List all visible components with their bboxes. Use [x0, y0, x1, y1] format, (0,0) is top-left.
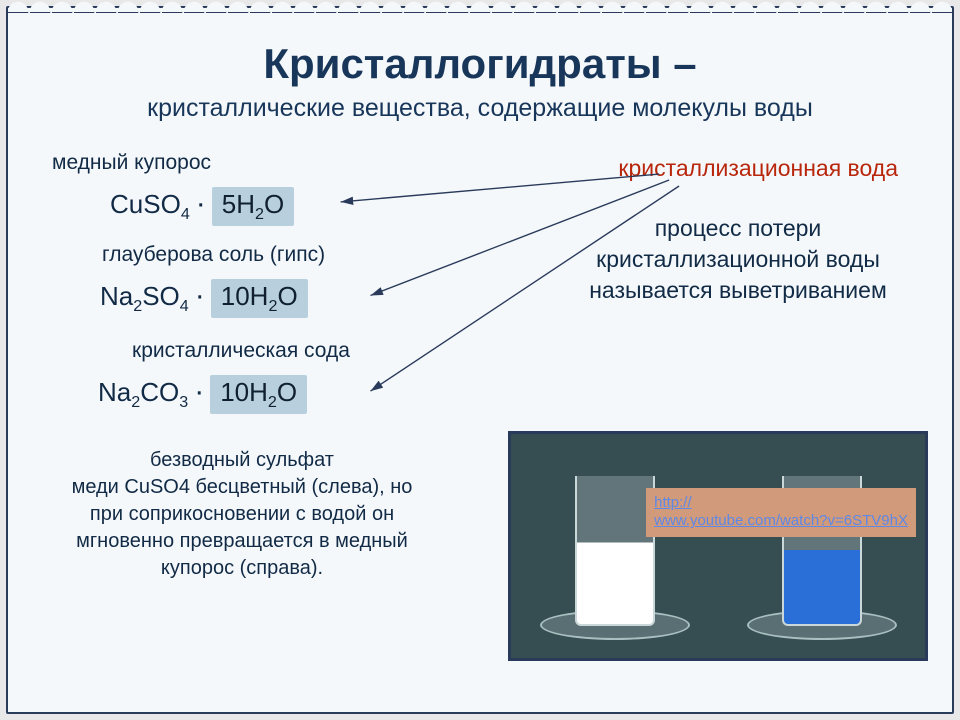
hydrate-2: 10H2O — [211, 279, 308, 318]
beaker-right-panel — [718, 434, 925, 658]
link-line-2: www.youtube.com/watch?v=6STV9hX — [654, 512, 908, 529]
compound-name-2: глауберова соль (гипс) — [102, 243, 325, 267]
formula-3: Na2CO3 · 10H2O — [98, 375, 307, 414]
compound-name-1: медный купорос — [52, 151, 211, 175]
formula-2: Na2SO4 · 10H2O — [100, 279, 308, 318]
description-text: безводный сульфат меди CuSO4 бесцветный … — [32, 447, 452, 582]
formula-base-1: CuSO4 — [110, 189, 190, 224]
beaker-left-panel — [511, 434, 718, 658]
hydrate-3: 10H2O — [210, 375, 307, 414]
process-text: процесс потери кристаллизационной воды н… — [558, 213, 918, 306]
formula-1: CuSO4 · 5H2O — [110, 187, 294, 226]
video-link[interactable]: http:// www.youtube.com/watch?v=6STV9hX — [646, 488, 916, 538]
experiment-image — [508, 431, 928, 661]
beaker-white-icon — [575, 476, 655, 626]
page-subtitle: кристаллические вещества, содержащие мол… — [32, 94, 928, 123]
page-title: Кристаллогидраты – — [32, 40, 928, 88]
formula-base-3: Na2CO3 — [98, 377, 188, 412]
formula-base-2: Na2SO4 — [100, 281, 189, 316]
content-area: медный купорос CuSO4 · 5H2O глауберова с… — [32, 147, 928, 667]
hydrate-1: 5H2O — [212, 187, 294, 226]
compound-name-3: кристаллическая сода — [132, 339, 350, 363]
link-line-1: http:// — [654, 494, 692, 511]
water-label: кристаллизационная вода — [618, 155, 898, 182]
